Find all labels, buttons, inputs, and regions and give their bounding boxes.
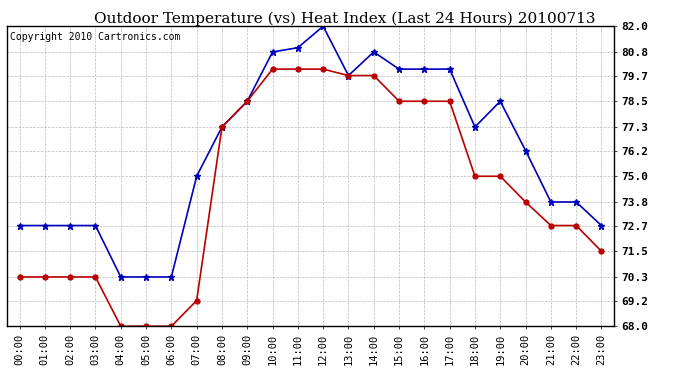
Text: Copyright 2010 Cartronics.com: Copyright 2010 Cartronics.com bbox=[10, 32, 180, 42]
Text: Outdoor Temperature (vs) Heat Index (Last 24 Hours) 20100713: Outdoor Temperature (vs) Heat Index (Las… bbox=[95, 11, 595, 26]
